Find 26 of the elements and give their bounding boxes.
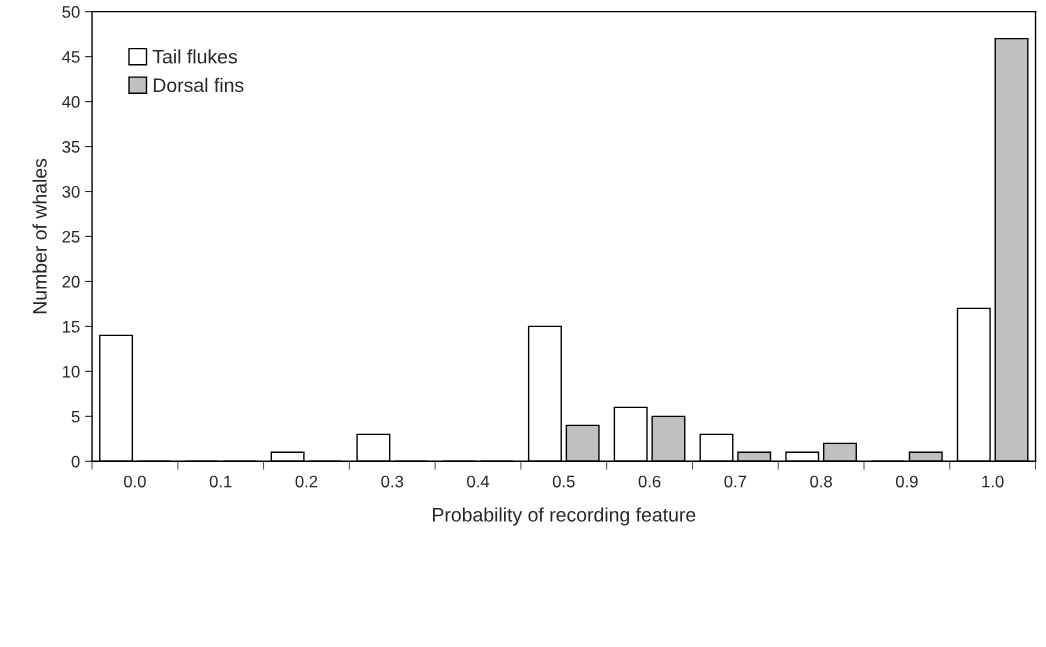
legend-label: Tail flukes: [152, 49, 237, 64]
y-tick-label: 20: [62, 275, 80, 288]
x-tick-label: 0.2: [295, 475, 318, 488]
y-tick-label: 5: [71, 410, 80, 423]
x-tick-label: 0.4: [467, 475, 490, 488]
x-tick-label: 0.7: [724, 475, 747, 488]
x-axis-title: Probability of recording feature: [433, 507, 696, 526]
y-tick-label: 15: [62, 320, 80, 333]
x-tick-label: 0.9: [895, 475, 918, 488]
x-tick-label: 1.0: [982, 475, 1004, 488]
x-tick-label: 0.6: [638, 475, 661, 488]
legend-label: Dorsal fins: [153, 77, 244, 93]
y-tick-label: 30: [62, 185, 80, 198]
y-tick-label: 10: [62, 365, 80, 378]
x-tick-label: 0.3: [381, 475, 404, 488]
y-tick-label: 40: [62, 95, 80, 108]
y-tick-label: 50: [62, 6, 80, 18]
x-tick-label: 0.5: [552, 475, 575, 488]
y-axis-title: Number of whales: [32, 158, 47, 314]
x-tick-label: 0.1: [209, 475, 232, 488]
x-tick-label: 0.0: [124, 475, 146, 488]
x-tick-label: 0.8: [810, 475, 832, 488]
y-tick-label: 45: [62, 51, 80, 63]
y-tick-label: 35: [62, 140, 80, 153]
y-tick-label: 25: [62, 230, 80, 243]
y-tick-label: 0: [71, 455, 80, 468]
